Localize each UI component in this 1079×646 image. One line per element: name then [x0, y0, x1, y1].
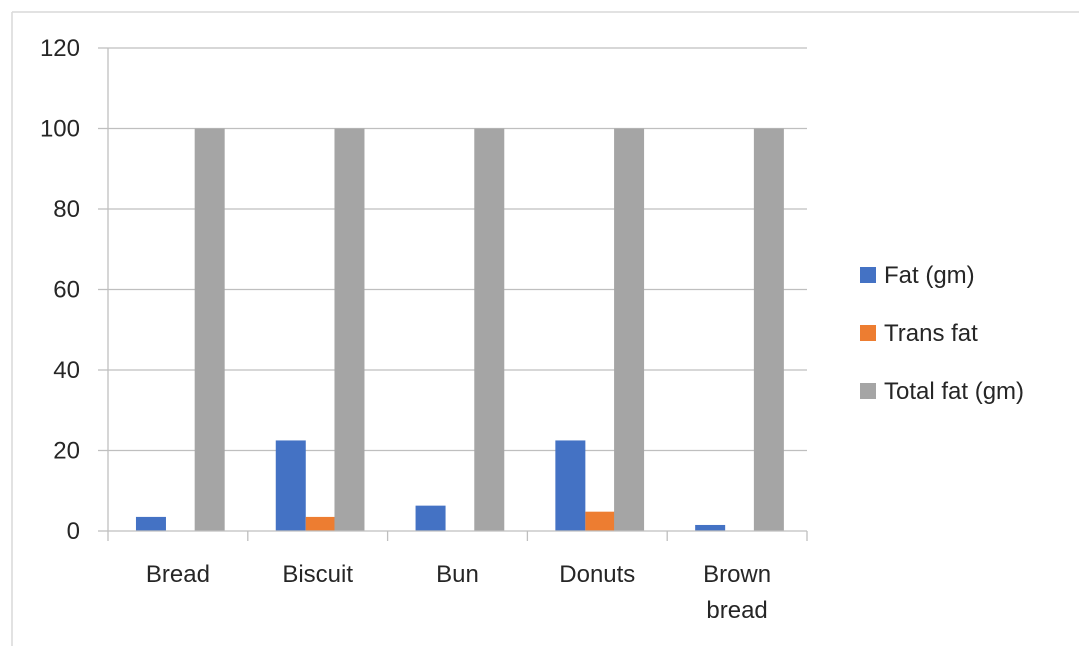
legend: Fat (gm) Trans fat Total fat (gm)	[860, 262, 1024, 405]
bar-fat-gm--4	[695, 524, 726, 531]
bar-fat-gm--1	[275, 440, 306, 531]
y-tick-label: 0	[67, 518, 80, 545]
y-tick-label: 40	[53, 357, 80, 384]
y-tick-label: 100	[40, 116, 80, 143]
y-tick-label: 20	[53, 438, 80, 465]
bar-trans-fat-1	[305, 516, 336, 531]
x-tick-label-line: Brown	[703, 561, 771, 588]
x-tick-label-line: Bread	[146, 561, 210, 588]
y-tick-label: 60	[53, 277, 80, 304]
bar-fat-gm--3	[555, 440, 586, 531]
y-tick-label: 120	[40, 35, 80, 62]
bar-trans-fat-3	[585, 511, 616, 531]
x-tick-label: Biscuit	[282, 561, 353, 588]
x-tick-label: Donuts	[559, 561, 635, 588]
bar-total-fat-gm--3	[614, 128, 645, 531]
bar-total-fat-gm--0	[194, 128, 225, 531]
x-tick-label-line: Donuts	[559, 561, 635, 588]
axes	[98, 47, 808, 541]
y-tick-label: 80	[53, 196, 80, 223]
x-tick-label: Bun	[436, 561, 479, 588]
y-tick-labels: 0 20 40 60 80 100 120	[40, 35, 80, 545]
legend-label: Fat (gm)	[884, 262, 975, 289]
legend-swatch	[860, 383, 876, 399]
x-tick-label: Bread	[146, 561, 210, 588]
bar-total-fat-gm--1	[334, 128, 365, 531]
x-tick-labels: Bread Biscuit Bun Donuts Brown bread	[146, 561, 771, 624]
x-tick-label: Brown bread	[703, 561, 771, 624]
legend-swatch	[860, 267, 876, 283]
legend-label: Trans fat	[884, 320, 978, 347]
x-tick-label-line: Bun	[436, 561, 479, 588]
legend-swatch	[860, 325, 876, 341]
x-tick-label-line: bread	[706, 597, 767, 624]
bars	[135, 128, 784, 531]
bar-total-fat-gm--2	[474, 128, 505, 531]
x-tick-label-line: Biscuit	[282, 561, 353, 588]
legend-label: Total fat (gm)	[884, 378, 1024, 405]
bar-total-fat-gm--4	[753, 128, 784, 531]
bar-fat-gm--2	[415, 505, 446, 531]
bar-fat-gm--0	[135, 516, 166, 531]
